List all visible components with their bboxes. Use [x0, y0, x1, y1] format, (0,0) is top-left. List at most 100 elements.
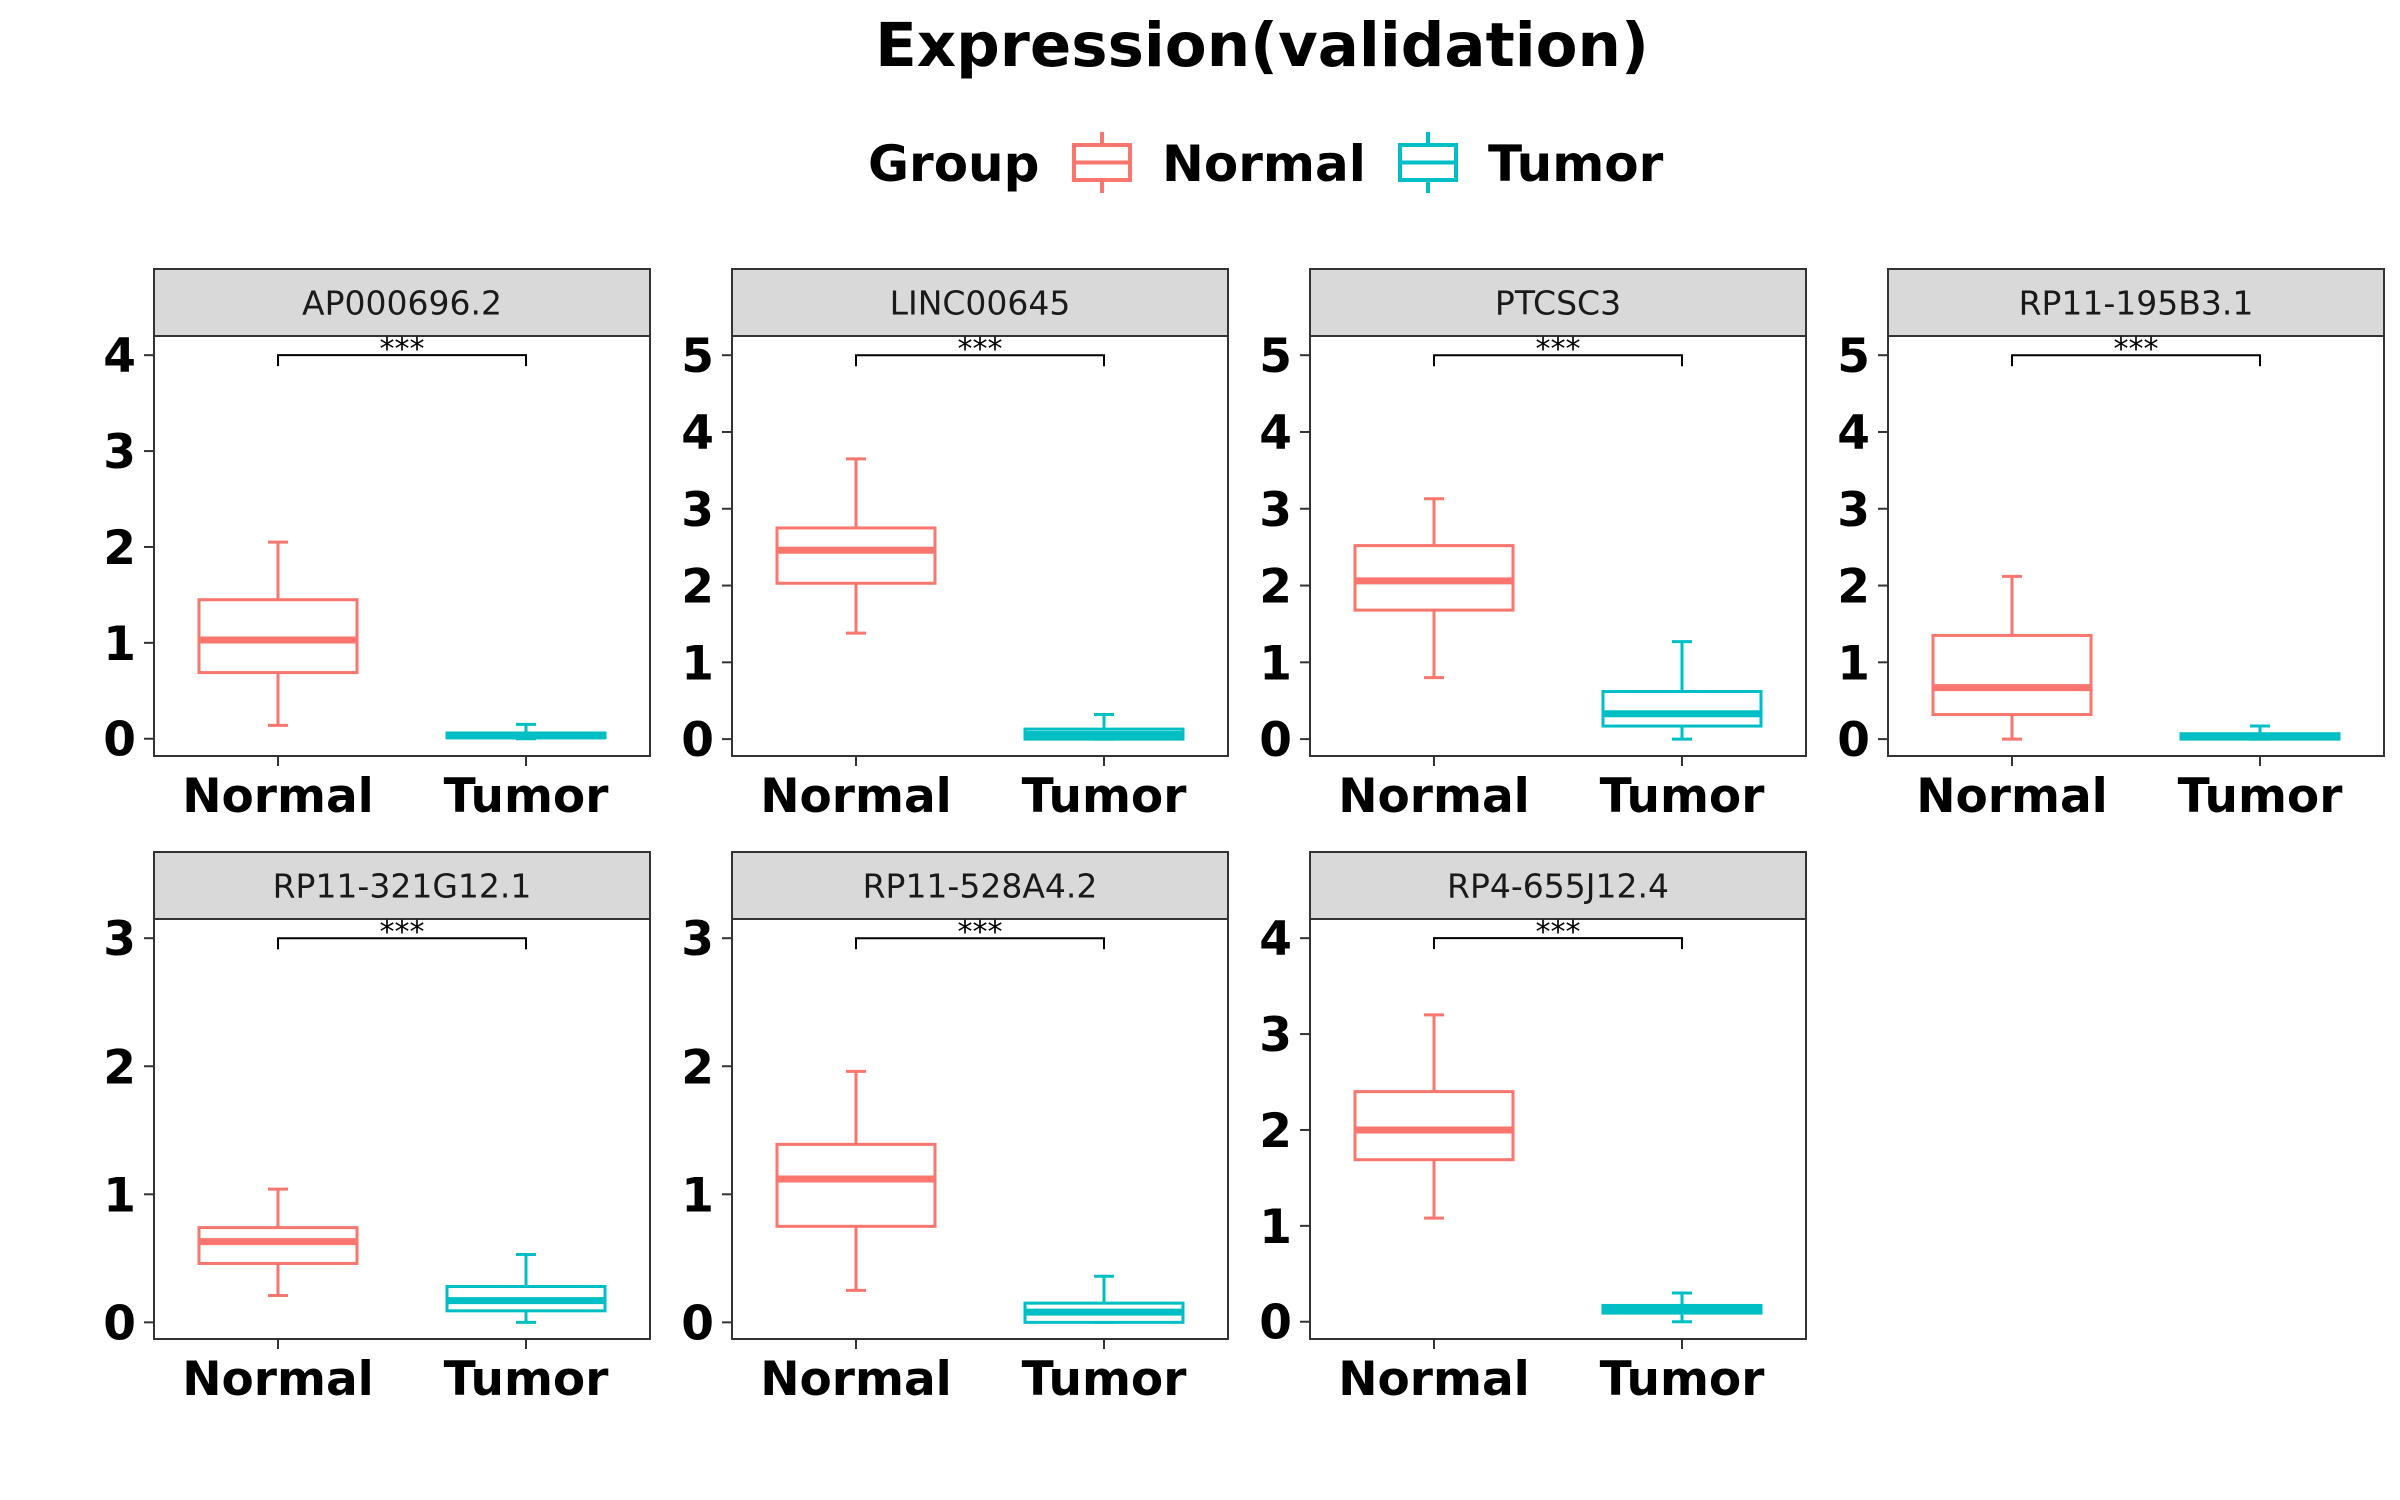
- y-tick-label: 4: [103, 329, 136, 384]
- legend-title: Group: [868, 135, 1039, 193]
- facet-ap000696-2: AP000696.2 0 1 2 3 4 Normal Tumor ***: [103, 268, 651, 824]
- significance-label: ***: [1536, 332, 1581, 367]
- x-tick-label: Tumor: [2178, 769, 2344, 824]
- y-tick-label: 2: [1259, 1104, 1292, 1159]
- facet-strip: [731, 268, 1229, 337]
- facet-strip-label: AP000696.2: [302, 284, 502, 323]
- facet-strip-label: PTCSC3: [1495, 284, 1621, 323]
- facet-strip: [153, 268, 651, 337]
- box-tumor: [445, 1252, 607, 1324]
- significance-bracket: ***: [1433, 332, 1683, 367]
- legend-label-tumor: Tumor: [1488, 135, 1664, 193]
- box-iqr: [775, 1142, 937, 1228]
- facet-strip-label: RP4-655J12.4: [1447, 867, 1669, 906]
- box-normal: [775, 1069, 937, 1292]
- y-tick-label: 3: [1259, 483, 1292, 538]
- y-tick-label: 3: [103, 912, 136, 967]
- x-tick-label: Tumor: [444, 1352, 610, 1407]
- facet-ptcsc3: PTCSC3 0 1 2 3 4 5 Normal Tumor ***: [1259, 268, 1807, 824]
- facet-rp4-655j12-4: RP4-655J12.4 0 1 2 3 4 Normal Tumor ***: [1259, 851, 1807, 1407]
- panel-border: [153, 918, 651, 1340]
- y-tick-label: 1: [1837, 636, 1870, 691]
- facet-panels: AP000696.2 0 1 2 3 4 Normal Tumor *** LINC00645 0 1…: [103, 268, 2385, 1407]
- significance-label: ***: [2114, 332, 2159, 367]
- facet-strip: [1887, 268, 2385, 337]
- panel-border: [731, 918, 1229, 1340]
- y-tick-label: 1: [103, 1168, 136, 1223]
- y-tick-label: 2: [1259, 560, 1292, 615]
- x-tick-label: Tumor: [1600, 769, 1766, 824]
- y-tick-label: 0: [1259, 1296, 1292, 1351]
- box-iqr: [197, 598, 359, 675]
- box-iqr: [775, 526, 937, 585]
- y-tick-label: 4: [681, 406, 714, 461]
- facet-strip-label: LINC00645: [890, 284, 1071, 323]
- facet-strip-label: RP11-195B3.1: [2019, 284, 2254, 323]
- y-tick-label: 0: [681, 713, 714, 768]
- legend-label-normal: Normal: [1162, 135, 1366, 193]
- x-tick-label: Normal: [182, 1352, 374, 1407]
- significance-label: ***: [958, 332, 1003, 367]
- x-tick-label: Tumor: [1022, 769, 1188, 824]
- chart-title: Expression(validation): [875, 10, 1649, 81]
- y-tick-label: 3: [103, 425, 136, 480]
- significance-label: ***: [1536, 915, 1581, 950]
- legend-key-normal: [1072, 132, 1132, 193]
- y-tick-label: 1: [1259, 1200, 1292, 1255]
- x-tick-label: Tumor: [1022, 1352, 1188, 1407]
- box-normal: [1353, 1013, 1515, 1220]
- significance-label: ***: [380, 915, 425, 950]
- y-tick-label: 0: [1837, 713, 1870, 768]
- significance-bracket: ***: [855, 332, 1105, 367]
- facet-rp11-195b3-1: RP11-195B3.1 0 1 2 3 4 5 Normal Tumor ***: [1837, 268, 2385, 824]
- y-tick-label: 4: [1259, 406, 1292, 461]
- y-tick-label: 1: [681, 1168, 714, 1223]
- box-normal: [197, 540, 359, 727]
- x-tick-label: Tumor: [444, 769, 610, 824]
- x-tick-label: Normal: [1338, 769, 1530, 824]
- box-normal: [1353, 497, 1515, 680]
- y-tick-label: 2: [103, 1040, 136, 1095]
- y-tick-label: 5: [681, 329, 714, 384]
- significance-bracket: ***: [277, 915, 527, 950]
- y-tick-label: 0: [103, 1296, 136, 1351]
- x-tick-label: Tumor: [1600, 1352, 1766, 1407]
- significance-bracket: ***: [1433, 915, 1683, 950]
- box-tumor: [1023, 1274, 1185, 1324]
- y-tick-label: 4: [1259, 912, 1292, 967]
- y-tick-label: 3: [1837, 483, 1870, 538]
- y-tick-label: 5: [1259, 329, 1292, 384]
- y-tick-label: 4: [1837, 406, 1870, 461]
- box-tumor: [1023, 713, 1185, 741]
- significance-label: ***: [958, 915, 1003, 950]
- box-tumor: [1601, 1291, 1763, 1324]
- y-tick-label: 5: [1837, 329, 1870, 384]
- x-tick-label: Normal: [182, 769, 374, 824]
- y-tick-label: 2: [681, 1040, 714, 1095]
- facet-strip-label: RP11-321G12.1: [273, 867, 532, 906]
- significance-bracket: ***: [855, 915, 1105, 950]
- x-tick-label: Normal: [760, 1352, 952, 1407]
- x-tick-label: Normal: [760, 769, 952, 824]
- legend-key-tumor: [1398, 132, 1458, 193]
- y-tick-label: 1: [1259, 636, 1292, 691]
- box-tumor: [445, 722, 607, 741]
- y-tick-label: 1: [103, 617, 136, 672]
- box-normal: [1931, 574, 2093, 741]
- box-normal: [775, 457, 937, 635]
- y-tick-label: 3: [681, 912, 714, 967]
- facet-strip: [731, 851, 1229, 920]
- facet-strip: [1309, 268, 1807, 337]
- x-tick-label: Normal: [1338, 1352, 1530, 1407]
- box-iqr: [1353, 1090, 1515, 1162]
- legend: Group Normal Tumor: [868, 132, 1664, 193]
- box-iqr: [1601, 690, 1763, 728]
- box-tumor: [2179, 724, 2341, 741]
- y-tick-label: 1: [681, 636, 714, 691]
- box-normal: [197, 1187, 359, 1297]
- y-tick-label: 2: [681, 560, 714, 615]
- panel-border: [153, 335, 651, 757]
- significance-bracket: ***: [277, 332, 527, 367]
- significance-label: ***: [380, 332, 425, 367]
